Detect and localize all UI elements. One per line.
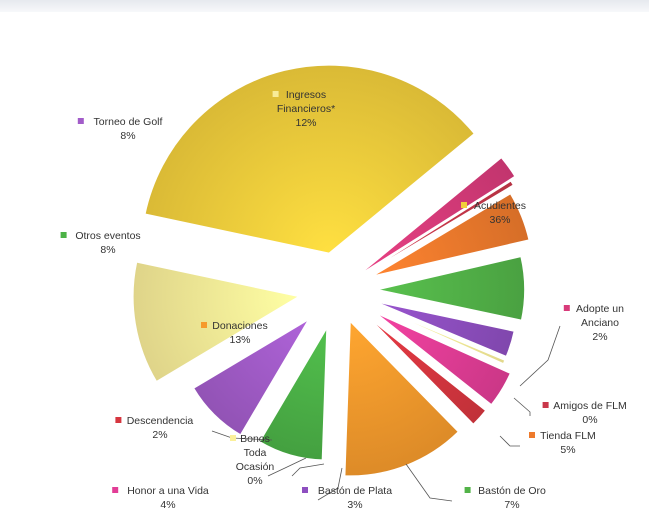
slice-percent: 12% bbox=[295, 117, 316, 129]
slice-label-line: Bastón de Oro bbox=[478, 485, 546, 497]
pie-slice-ingresos bbox=[132, 261, 300, 383]
slice-label-text-adopte: Adopte un Anciano 2% bbox=[576, 303, 624, 343]
pie-slice-bonos bbox=[374, 305, 506, 365]
pie-slice-acudientes bbox=[144, 64, 475, 254]
slice-label-text-donaciones: Donaciones 13% bbox=[212, 320, 267, 346]
pie-slice-amigos bbox=[354, 180, 514, 280]
legend-marker-adopte bbox=[563, 305, 570, 311]
slice-label-line: Toda bbox=[244, 447, 267, 459]
slice-label-tienda: Tienda FLM 5% bbox=[529, 430, 596, 456]
slice-label-text-oro: Bastón de Oro 7% bbox=[478, 485, 546, 511]
legend-marker-acudientes bbox=[461, 202, 467, 208]
slice-label-line: Descendencia bbox=[127, 415, 194, 427]
leader-line-oro bbox=[405, 463, 453, 502]
slice-label-line: Honor a una Vida bbox=[127, 485, 209, 497]
slice-label-line: Otros eventos bbox=[75, 230, 140, 242]
slice-label-line: Ocasión bbox=[236, 461, 275, 473]
slice-label-line: Financieros* bbox=[277, 103, 335, 115]
slice-percent: 8% bbox=[100, 244, 115, 256]
slice-label-acudientes: Acudientes 36% bbox=[461, 200, 526, 226]
pie-slice-honor bbox=[376, 312, 511, 406]
legend-marker-honor bbox=[112, 487, 119, 493]
slice-label-text-amigos: Amigos de FLM 0% bbox=[553, 400, 627, 426]
legend-marker-golf bbox=[77, 118, 84, 124]
pie-slice-descendencia bbox=[370, 319, 487, 425]
slice-label-line: Torneo de Golf bbox=[94, 116, 163, 128]
slice-percent: 0% bbox=[247, 475, 262, 487]
slice-label-text-acudientes: Acudientes 36% bbox=[474, 200, 526, 226]
slice-label-descendencia: Descendencia 2% bbox=[115, 415, 193, 441]
slice-label-line: Amigos de FLM bbox=[553, 400, 627, 412]
pie-slice-donaciones bbox=[344, 320, 459, 477]
pie-slice-plata bbox=[375, 301, 515, 358]
slice-percent: 4% bbox=[160, 499, 175, 511]
leader-line-honor bbox=[291, 463, 325, 477]
slice-label-amigos: Amigos de FLM 0% bbox=[542, 400, 627, 426]
slice-label-donaciones: Donaciones 13% bbox=[201, 320, 268, 346]
slice-label-line: Adopte un bbox=[576, 303, 624, 315]
slice-label-bonos: Bonos Toda Ocasión 0% bbox=[230, 433, 274, 487]
slice-label-line: Bonos bbox=[240, 433, 270, 445]
slice-percent: 36% bbox=[489, 214, 510, 226]
slice-label-oro: Bastón de Oro 7% bbox=[464, 485, 546, 511]
pie-slice-oro bbox=[377, 256, 526, 321]
leader-line-plata bbox=[317, 467, 343, 501]
slice-percent: 8% bbox=[120, 130, 135, 142]
slice-label-text-otros: Otros eventos 8% bbox=[75, 230, 140, 256]
slice-label-line: Donaciones bbox=[212, 320, 267, 332]
legend-marker-plata bbox=[302, 487, 308, 493]
legend-marker-donaciones bbox=[201, 322, 207, 328]
slice-percent: 2% bbox=[592, 331, 607, 343]
slice-label-text-ingresos: Ingresos Financieros* 12% bbox=[277, 89, 335, 129]
slice-label-otros: Otros eventos 8% bbox=[60, 230, 141, 256]
leader-line-tienda bbox=[499, 435, 520, 447]
top-band bbox=[0, 0, 649, 12]
slice-label-golf: Torneo de Golf 8% bbox=[77, 116, 163, 142]
slice-label-text-descendencia: Descendencia 2% bbox=[127, 415, 194, 441]
slice-label-honor: Honor a una Vida 4% bbox=[112, 485, 209, 511]
slice-label-text-tienda: Tienda FLM 5% bbox=[540, 430, 596, 456]
slice-label-adopte: Adopte un Anciano 2% bbox=[563, 303, 624, 343]
legend-marker-bonos bbox=[230, 435, 236, 441]
slice-label-text-plata: Bastón de Plata 3% bbox=[318, 485, 392, 511]
slice-percent: 13% bbox=[229, 334, 250, 346]
legend-marker-ingresos bbox=[272, 91, 279, 97]
slice-label-text-honor: Honor a una Vida 4% bbox=[127, 485, 209, 511]
slice-percent: 7% bbox=[504, 499, 519, 511]
slice-label-ingresos: Ingresos Financieros* 12% bbox=[272, 89, 335, 129]
slice-percent: 5% bbox=[560, 444, 575, 456]
slice-percent: 0% bbox=[582, 414, 597, 426]
legend-marker-amigos bbox=[542, 402, 549, 408]
slice-label-line: Ingresos bbox=[286, 89, 326, 101]
slice-label-plata: Bastón de Plata 3% bbox=[302, 485, 392, 511]
legend-marker-descendencia bbox=[115, 417, 122, 423]
slice-label-line: Bastón de Plata bbox=[318, 485, 392, 497]
legend-marker-otros bbox=[60, 232, 67, 238]
slice-label-text-golf: Torneo de Golf 8% bbox=[94, 116, 163, 142]
pie-slice-golf bbox=[193, 319, 309, 436]
legend-marker-tienda bbox=[529, 432, 535, 438]
slice-label-line: Anciano bbox=[581, 317, 619, 329]
slice-percent: 3% bbox=[347, 499, 362, 511]
slice-label-line: Acudientes bbox=[474, 200, 526, 212]
slice-percent: 2% bbox=[152, 429, 167, 441]
slice-label-text-bonos: Bonos Toda Ocasión 0% bbox=[236, 433, 275, 487]
leader-line-bonos bbox=[267, 457, 307, 477]
legend-marker-oro bbox=[464, 487, 471, 493]
leader-line-amigos bbox=[513, 397, 531, 416]
pie-slice-adopte bbox=[358, 157, 516, 276]
leader-line-adopte bbox=[519, 325, 561, 387]
slice-label-line: Tienda FLM bbox=[540, 430, 596, 442]
pie-slice-tienda bbox=[372, 193, 530, 277]
pie-slice-otros bbox=[259, 328, 328, 461]
